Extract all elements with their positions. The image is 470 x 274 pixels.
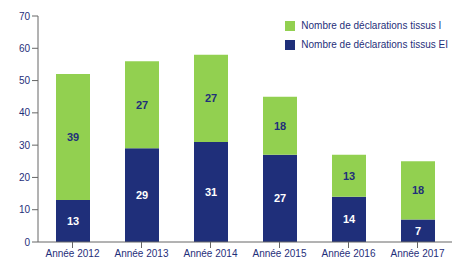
svg-text:50: 50 [19, 75, 31, 86]
svg-text:27: 27 [205, 92, 217, 104]
svg-text:Année 2012: Année 2012 [46, 248, 100, 259]
svg-text:27: 27 [274, 192, 286, 204]
svg-text:Année 2017: Année 2017 [391, 248, 445, 259]
svg-text:18: 18 [274, 120, 286, 132]
svg-text:29: 29 [136, 189, 148, 201]
svg-text:10: 10 [19, 204, 31, 215]
svg-text:31: 31 [205, 186, 217, 198]
svg-text:Année 2016: Année 2016 [322, 248, 376, 259]
svg-text:30: 30 [19, 140, 31, 151]
svg-text:0: 0 [24, 237, 30, 248]
svg-text:20: 20 [19, 172, 31, 183]
svg-text:Année 2014: Année 2014 [184, 248, 238, 259]
svg-text:70: 70 [19, 11, 31, 22]
html-text:Nombre de déclarations tissus: Nombre de déclarations tissus EI [301, 39, 448, 50]
svg-text:Année 2013: Année 2013 [115, 248, 169, 259]
svg-text:39: 39 [67, 131, 79, 143]
svg-text:27: 27 [136, 99, 148, 111]
svg-text:7: 7 [415, 225, 421, 237]
svg-text:13: 13 [343, 170, 355, 182]
svg-text:60: 60 [19, 43, 31, 54]
svg-text:13: 13 [67, 215, 79, 227]
svg-text:14: 14 [343, 213, 356, 225]
svg-text:40: 40 [19, 107, 31, 118]
svg-text:18: 18 [412, 184, 424, 196]
svg-text:Année 2015: Année 2015 [253, 248, 307, 259]
html-text:Nombre de déclarations tissus: Nombre de déclarations tissus I [301, 20, 442, 31]
